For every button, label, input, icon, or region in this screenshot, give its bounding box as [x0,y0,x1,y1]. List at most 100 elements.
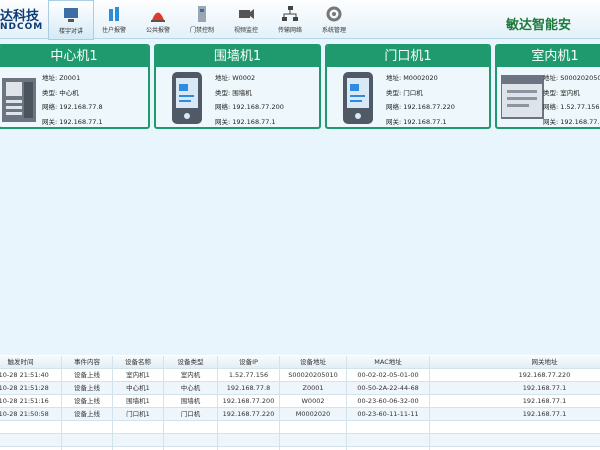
empty-cell [62,434,113,447]
empty-cell [113,434,164,447]
column-header: 设备类型 [164,356,218,369]
nav-icon [198,6,206,22]
table-cell: 室内机1 [113,369,164,382]
nav-label: 楼宇对讲 [58,28,83,35]
field-value: 1.52.77.156 [560,103,600,111]
field-value: S00020205010 [560,74,600,82]
device-name: 室内机1 [497,46,600,67]
table-cell: 设备上线 [62,382,113,395]
nav-icon [326,6,342,22]
empty-cell [113,421,164,434]
device-card[interactable]: 围墙机1 地址: W0002 类型: 围墙机 网络: 192.168.77.200 网关: 19… [154,44,321,129]
field-label: 类型: [42,88,58,97]
table-cell: 00-23-60-06-32-00 [347,395,430,408]
field-label: 网关: [215,117,231,126]
table-cell: 室内机 [164,369,218,382]
device-field: 地址:S00020205010 [543,72,600,82]
device-field: 类型: 室内机 [543,87,580,97]
nav-tab[interactable]: 传输网络 [268,0,312,38]
field-label: 地址: [386,74,402,82]
table-cell: 围墙机 [164,395,218,408]
field-value: M0002020 [403,74,438,82]
empty-cell [62,447,113,450]
table-cell: 192.168.77.200 [218,395,280,408]
nav-label: 视频监控 [233,27,258,34]
nav-icon [239,9,254,19]
table-cell: 7-10-28 21:51:28 [0,382,62,395]
field-value: 192.168.77.1 [560,117,600,126]
empty-cell [280,421,347,434]
field-value: W0002 [232,74,256,82]
device-field: 网关: 192.168.77.1 [215,116,276,126]
nav-label: 系统管理 [321,27,346,34]
table-cell: 192.168.77.1 [430,408,600,421]
field-label: 网关: [42,117,58,126]
field-label: 类型: [215,88,231,97]
table-cell: S00020205010 [280,369,347,382]
column-header: MAC地址 [347,356,430,369]
device-card[interactable]: 室内机1地址:S00020205010类型:室内机网络:1.52.77.156网… [495,44,600,129]
empty-cell [430,434,600,447]
nav-label: 门禁控制 [189,27,214,34]
table-cell: 门口机 [164,408,218,421]
table-cell: 192.168.77.1 [430,395,600,408]
column-header: 设备IP [218,356,280,369]
nav-tab[interactable]: 楼宇对讲 [48,0,94,40]
empty-cell [347,447,430,450]
empty-cell [280,434,347,447]
device-field: 地址: W0002 [215,72,255,82]
empty-cell [280,447,347,450]
table-cell: Z0001 [280,382,347,395]
table-cell: 192.168.77.220 [218,408,280,421]
nav-tab[interactable]: 系统管理 [312,0,356,38]
empty-cell [347,421,430,434]
table-cell: 7-10-28 21:51:16 [0,395,62,408]
field-value: 门口机 [403,88,423,97]
field-value: 192.168.77.200 [232,103,284,111]
field-label: 类型: [543,88,559,97]
field-label: 网络: [543,103,559,111]
empty-cell [62,421,113,434]
nav-icon [151,12,165,22]
table-cell: 设备上线 [62,369,113,382]
table-cell: 设备上线 [62,395,113,408]
table-cell: 设备上线 [62,408,113,421]
empty-cell [164,421,218,434]
table-cell: 00-02-02-05-01-00 [347,369,430,382]
field-label: 类型: [386,88,402,97]
brand: 敏达智能安 [506,18,572,33]
column-header: 事件内容 [62,356,113,369]
table-cell: 1.52.77.156 [218,369,280,382]
empty-cell [164,447,218,450]
nav-tab[interactable]: 视频监控 [224,0,268,38]
field-label: 网络: [42,103,58,111]
field-value: 围墙机 [232,88,252,97]
device-field: 网关: 192.168.77.1 [543,116,600,126]
empty-cell [347,434,430,447]
table-cell: 门口机1 [113,408,164,421]
empty-cell [113,447,164,450]
table-cell: 中心机 [164,382,218,395]
device-name: 门口机1 [327,46,489,67]
device-field: 网络: 192.168.77.8 [42,101,103,111]
nav-tab[interactable]: 住户报警 [92,0,136,38]
field-value: 192.168.77.220 [403,103,455,111]
field-label: 网关: [543,117,559,126]
table-cell: 00-23-60-11-11-11 [347,408,430,421]
logo-text: 达科技 [0,9,40,24]
device-card[interactable]: 门口机1 地址: M0002020 类型: 门口机 网络: 192.168.77.220 网关… [325,44,491,129]
device-icon [2,78,36,122]
field-value: 室内机 [560,88,580,97]
nav-tab[interactable]: 门禁控制 [180,0,224,38]
table-cell: 7-10-28 21:51:40 [0,369,62,382]
empty-cell [0,447,62,450]
empty-cell [0,421,62,434]
nav-icon [282,6,298,21]
device-card[interactable]: 中心机1 地址: Z0001 类型: 中心机 网络: 192.168.77.8 网关: 192.… [0,44,150,129]
device-icon [501,75,544,119]
device-field: 类型: 围墙机 [215,87,252,97]
table-cell: 7-10-28 21:50:58 [0,408,62,421]
empty-cell [430,421,600,434]
nav-tab[interactable]: 公共报警 [136,0,180,38]
